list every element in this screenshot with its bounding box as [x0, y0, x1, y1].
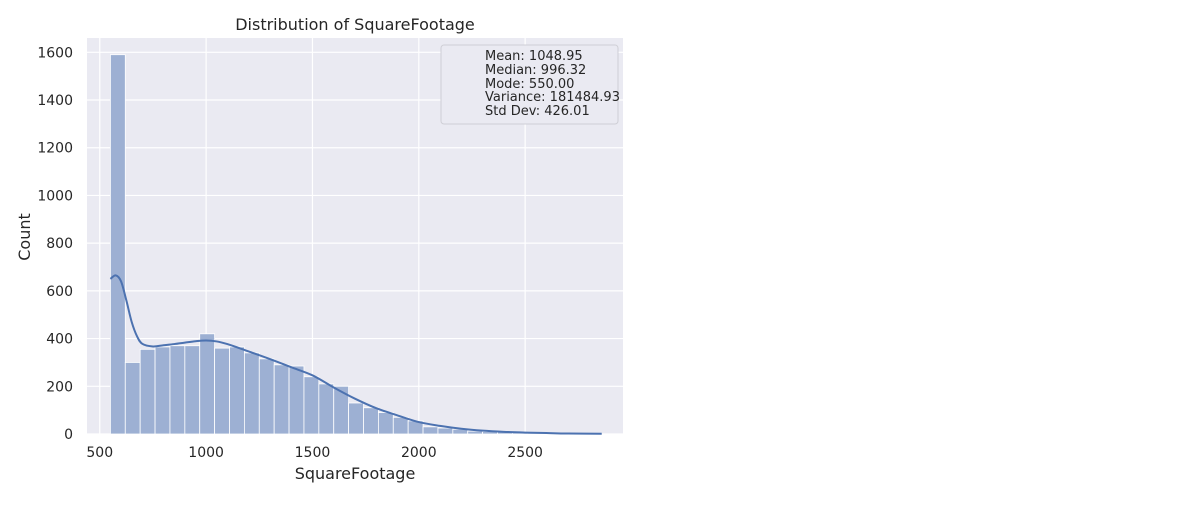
stats-median: Median: 996.32 — [485, 63, 586, 78]
y-tick-label: 1400 — [37, 93, 73, 109]
histogram-bar — [110, 55, 125, 434]
histogram-bar — [423, 427, 438, 434]
histogram-bar — [364, 408, 379, 434]
x-tick-label: 2000 — [401, 445, 437, 461]
histogram-bar — [140, 349, 155, 434]
stats-legend-box: Mean: 1048.95 Median: 996.32 Mode: 550.0… — [441, 45, 620, 124]
histogram-bar — [349, 403, 364, 434]
histogram-bar — [393, 417, 408, 434]
histogram-bar — [230, 347, 245, 434]
x-tick-label: 500 — [86, 445, 113, 461]
y-tick-label: 1000 — [37, 188, 73, 204]
y-tick-label: 0 — [64, 427, 73, 443]
y-tick-label: 800 — [46, 236, 73, 252]
y-tick-label: 600 — [46, 284, 73, 300]
y-axis-label: Count — [15, 213, 34, 261]
stats-mean: Mean: 1048.95 — [485, 49, 583, 64]
histogram-bar — [259, 359, 274, 434]
histogram-bar — [378, 413, 393, 434]
histogram-bar — [319, 384, 334, 434]
stats-std-dev: Std Dev: 426.01 — [485, 104, 590, 119]
histogram-bar — [274, 365, 289, 434]
y-tick-label: 1600 — [37, 45, 73, 61]
histogram-bar — [215, 348, 230, 434]
x-tick-label: 2500 — [507, 445, 543, 461]
histogram-bar — [200, 334, 215, 434]
histogram-bar — [185, 346, 200, 434]
histogram-bar — [170, 346, 185, 434]
chart-title: Distribution of SquareFootage — [235, 15, 475, 34]
y-tick-label: 200 — [46, 379, 73, 395]
histogram-bar — [244, 353, 259, 434]
stats-variance: Variance: 181484.93 — [485, 90, 620, 105]
y-tick-label: 400 — [46, 332, 73, 348]
x-axis-label: SquareFootage — [295, 464, 416, 483]
histogram-bar — [438, 428, 453, 434]
histogram-bar — [304, 377, 319, 434]
histogram-bar — [289, 366, 304, 434]
histogram-bar — [155, 347, 170, 434]
x-tick-label: 1500 — [295, 445, 331, 461]
x-tick-label: 1000 — [188, 445, 224, 461]
y-tick-label: 1200 — [37, 141, 73, 157]
histogram-bar — [125, 362, 140, 434]
histogram-bar — [468, 431, 483, 434]
